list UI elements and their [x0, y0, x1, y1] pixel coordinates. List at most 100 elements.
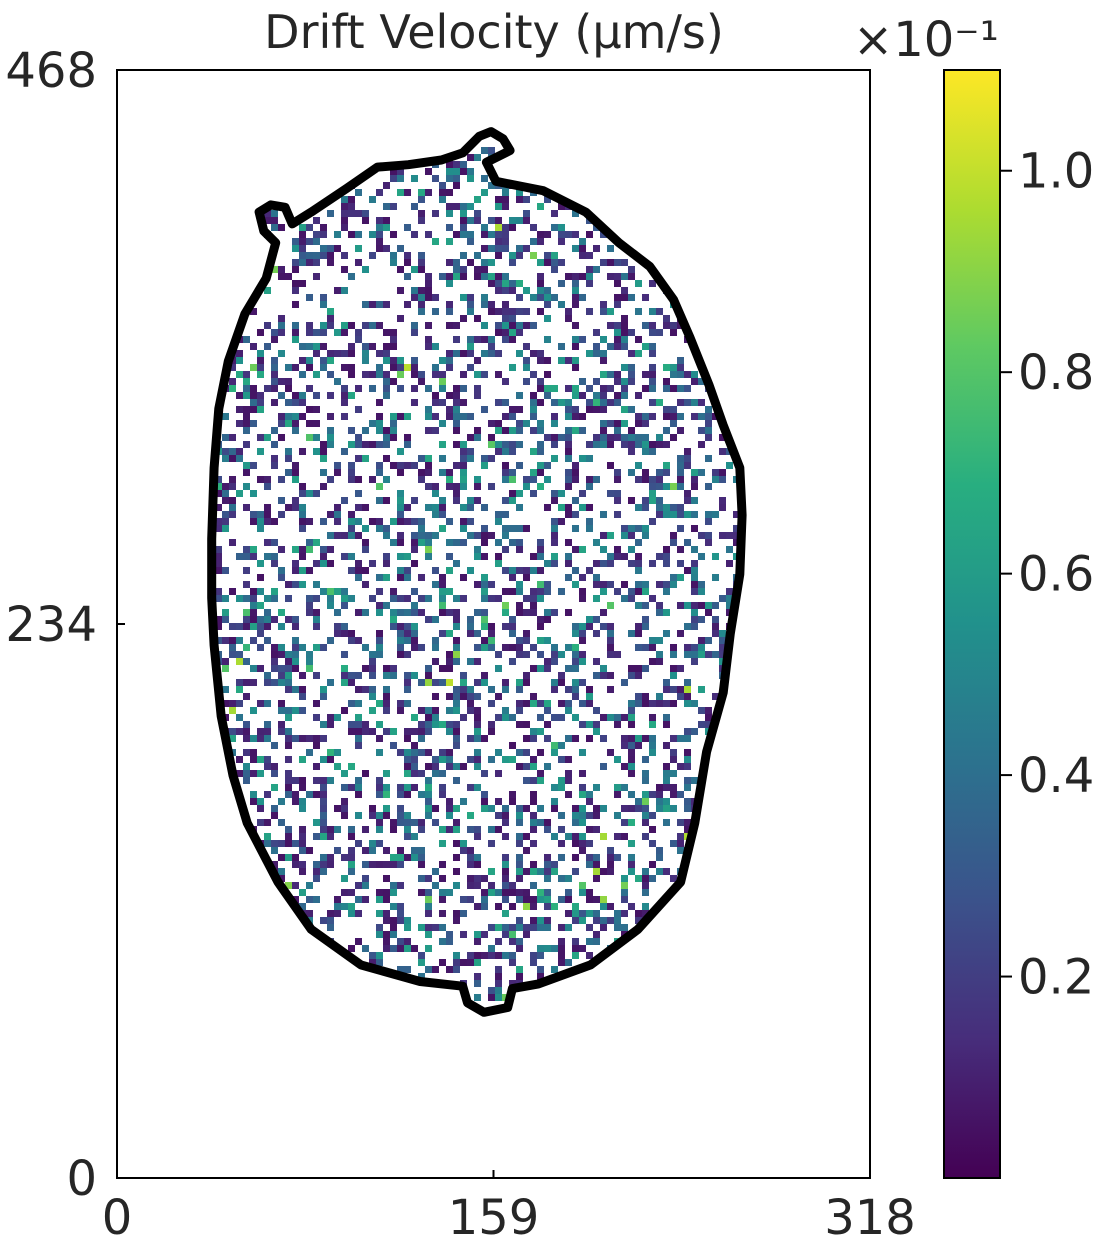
heatmap-cell	[327, 434, 334, 441]
heatmap-cell	[649, 476, 656, 483]
heatmap-cell	[516, 889, 523, 896]
heatmap-cell	[551, 644, 558, 651]
heatmap-cell	[565, 609, 572, 616]
heatmap-cell	[243, 427, 250, 434]
heatmap-cell	[383, 847, 390, 854]
heatmap-cell	[320, 553, 327, 560]
heatmap-cell	[243, 546, 250, 553]
heatmap-cell	[404, 924, 411, 931]
heatmap-cell	[320, 252, 327, 259]
heatmap-cell	[404, 553, 411, 560]
heatmap-cell	[551, 749, 558, 756]
heatmap-cell	[362, 350, 369, 357]
heatmap-cell	[726, 462, 733, 469]
heatmap-cell	[579, 749, 586, 756]
heatmap-cell	[537, 231, 544, 238]
heatmap-cell	[425, 504, 432, 511]
heatmap-cell	[530, 840, 537, 847]
heatmap-cell	[299, 847, 306, 854]
heatmap-cell	[348, 518, 355, 525]
heatmap-cell	[355, 672, 362, 679]
heatmap-cell	[530, 294, 537, 301]
heatmap-cell	[355, 329, 362, 336]
heatmap-cell	[306, 609, 313, 616]
heatmap-cell	[572, 812, 579, 819]
heatmap-cell	[362, 609, 369, 616]
heatmap-cell	[306, 567, 313, 574]
heatmap-cell	[299, 357, 306, 364]
heatmap-cell	[306, 343, 313, 350]
heatmap-cell	[467, 336, 474, 343]
heatmap-cell	[271, 770, 278, 777]
heatmap-cell	[243, 749, 250, 756]
heatmap-cell	[271, 560, 278, 567]
heatmap-cell	[306, 749, 313, 756]
heatmap-cell	[411, 399, 418, 406]
heatmap-cell	[383, 329, 390, 336]
heatmap-cell	[285, 455, 292, 462]
heatmap-cell	[432, 532, 439, 539]
heatmap-cell	[257, 357, 264, 364]
heatmap-cell	[411, 847, 418, 854]
heatmap-cell	[495, 224, 502, 231]
heatmap-cell	[453, 609, 460, 616]
heatmap-cell	[243, 371, 250, 378]
heatmap-cell	[250, 420, 257, 427]
heatmap-cell	[397, 938, 404, 945]
heatmap-cell	[516, 938, 523, 945]
heatmap-cell	[439, 756, 446, 763]
heatmap-cell	[250, 707, 257, 714]
heatmap-cell	[257, 602, 264, 609]
heatmap-cell	[376, 952, 383, 959]
x-tick-label: 0	[102, 1190, 133, 1246]
heatmap-cell	[593, 581, 600, 588]
heatmap-cell	[509, 658, 516, 665]
heatmap-cell	[460, 959, 467, 966]
heatmap-cell	[327, 252, 334, 259]
heatmap-cell	[243, 392, 250, 399]
heatmap-cell	[383, 371, 390, 378]
heatmap-cell	[264, 791, 271, 798]
heatmap-cell	[285, 735, 292, 742]
heatmap-cell	[292, 777, 299, 784]
heatmap-cell	[355, 490, 362, 497]
heatmap-cell	[446, 175, 453, 182]
heatmap-cell	[425, 672, 432, 679]
heatmap-cell	[278, 868, 285, 875]
heatmap-cell	[509, 364, 516, 371]
heatmap-cell	[537, 945, 544, 952]
heatmap-cell	[551, 651, 558, 658]
heatmap-cell	[474, 609, 481, 616]
heatmap-cell	[614, 497, 621, 504]
heatmap-cell	[565, 791, 572, 798]
heatmap-cell	[572, 917, 579, 924]
heatmap-cell	[376, 189, 383, 196]
heatmap-cell	[649, 308, 656, 315]
heatmap-cell	[376, 224, 383, 231]
heatmap-cell	[215, 595, 222, 602]
heatmap-cell	[663, 315, 670, 322]
heatmap-cell	[474, 959, 481, 966]
heatmap-cell	[327, 637, 334, 644]
heatmap-cell	[292, 840, 299, 847]
heatmap-cell	[670, 784, 677, 791]
heatmap-cell	[348, 343, 355, 350]
heatmap-cell	[355, 777, 362, 784]
heatmap-cell	[390, 336, 397, 343]
heatmap-cell	[264, 623, 271, 630]
heatmap-cell	[537, 917, 544, 924]
heatmap-cell	[579, 812, 586, 819]
heatmap-cell	[551, 399, 558, 406]
heatmap-cell	[243, 483, 250, 490]
heatmap-cell	[460, 469, 467, 476]
heatmap-cell	[558, 896, 565, 903]
heatmap-cell	[614, 553, 621, 560]
heatmap-cell	[250, 616, 257, 623]
heatmap-cell	[684, 798, 691, 805]
heatmap-cell	[355, 560, 362, 567]
heatmap-cell	[299, 483, 306, 490]
heatmap-cell	[635, 525, 642, 532]
heatmap-cell	[544, 665, 551, 672]
heatmap-cell	[593, 658, 600, 665]
heatmap-cell	[558, 518, 565, 525]
